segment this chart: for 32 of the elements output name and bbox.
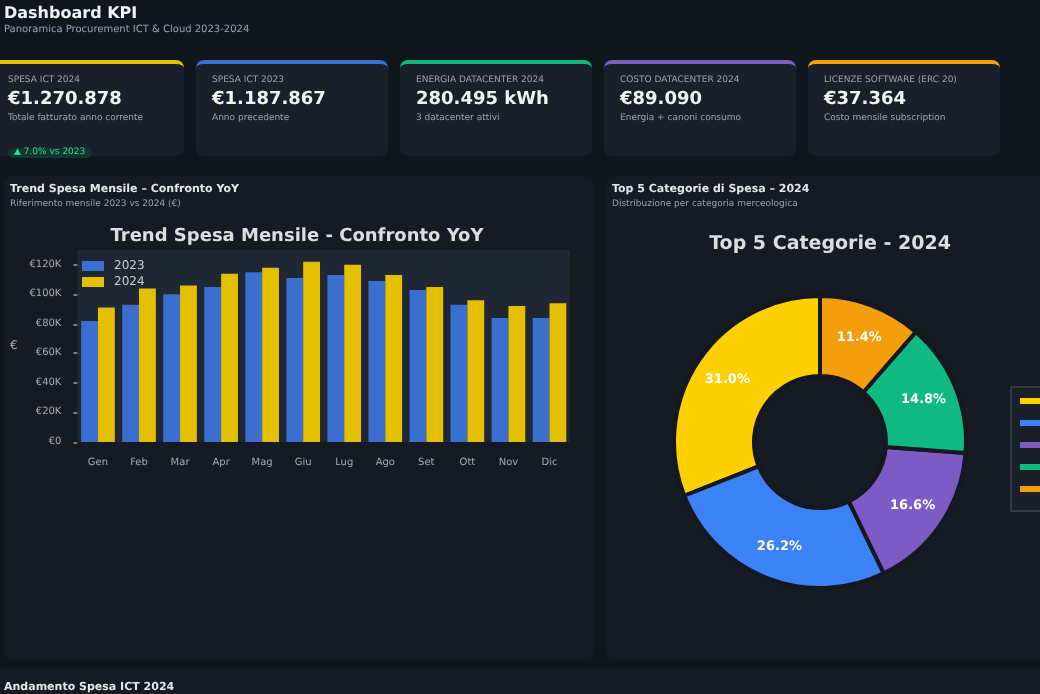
- bar: [327, 275, 345, 442]
- bar: [426, 286, 444, 442]
- bar: [491, 317, 509, 442]
- text: 280.495 kWh: [416, 90, 551, 110]
- bar: [344, 264, 362, 442]
- bar: [262, 267, 279, 442]
- chart-title: Trend Spesa Mensile - Confronto YoY: [110, 227, 485, 247]
- bar: [180, 285, 197, 442]
- text: €1.270.878: [8, 90, 124, 110]
- text: €89.090: [620, 90, 704, 110]
- bar: [385, 275, 403, 442]
- bar: [549, 303, 567, 442]
- bar: [467, 300, 485, 442]
- chart-title: Top 5 Categorie - 2024: [709, 233, 952, 255]
- bar: [221, 273, 238, 442]
- bar: [368, 281, 386, 442]
- bar: [508, 306, 526, 442]
- bar: [532, 317, 550, 442]
- bar: [245, 272, 263, 442]
- bar: [286, 278, 304, 442]
- bar: [163, 294, 181, 442]
- bar: [204, 286, 222, 442]
- text: €1.187.867: [212, 90, 328, 110]
- bar: [303, 261, 321, 442]
- bar: [139, 288, 156, 442]
- text: €37.364: [824, 90, 908, 110]
- bar: [81, 320, 98, 442]
- bar: [122, 304, 140, 442]
- bar: [450, 304, 468, 442]
- bar: [409, 289, 427, 442]
- bar: [97, 307, 115, 442]
- text: Dashboard KPI: [4, 4, 140, 22]
